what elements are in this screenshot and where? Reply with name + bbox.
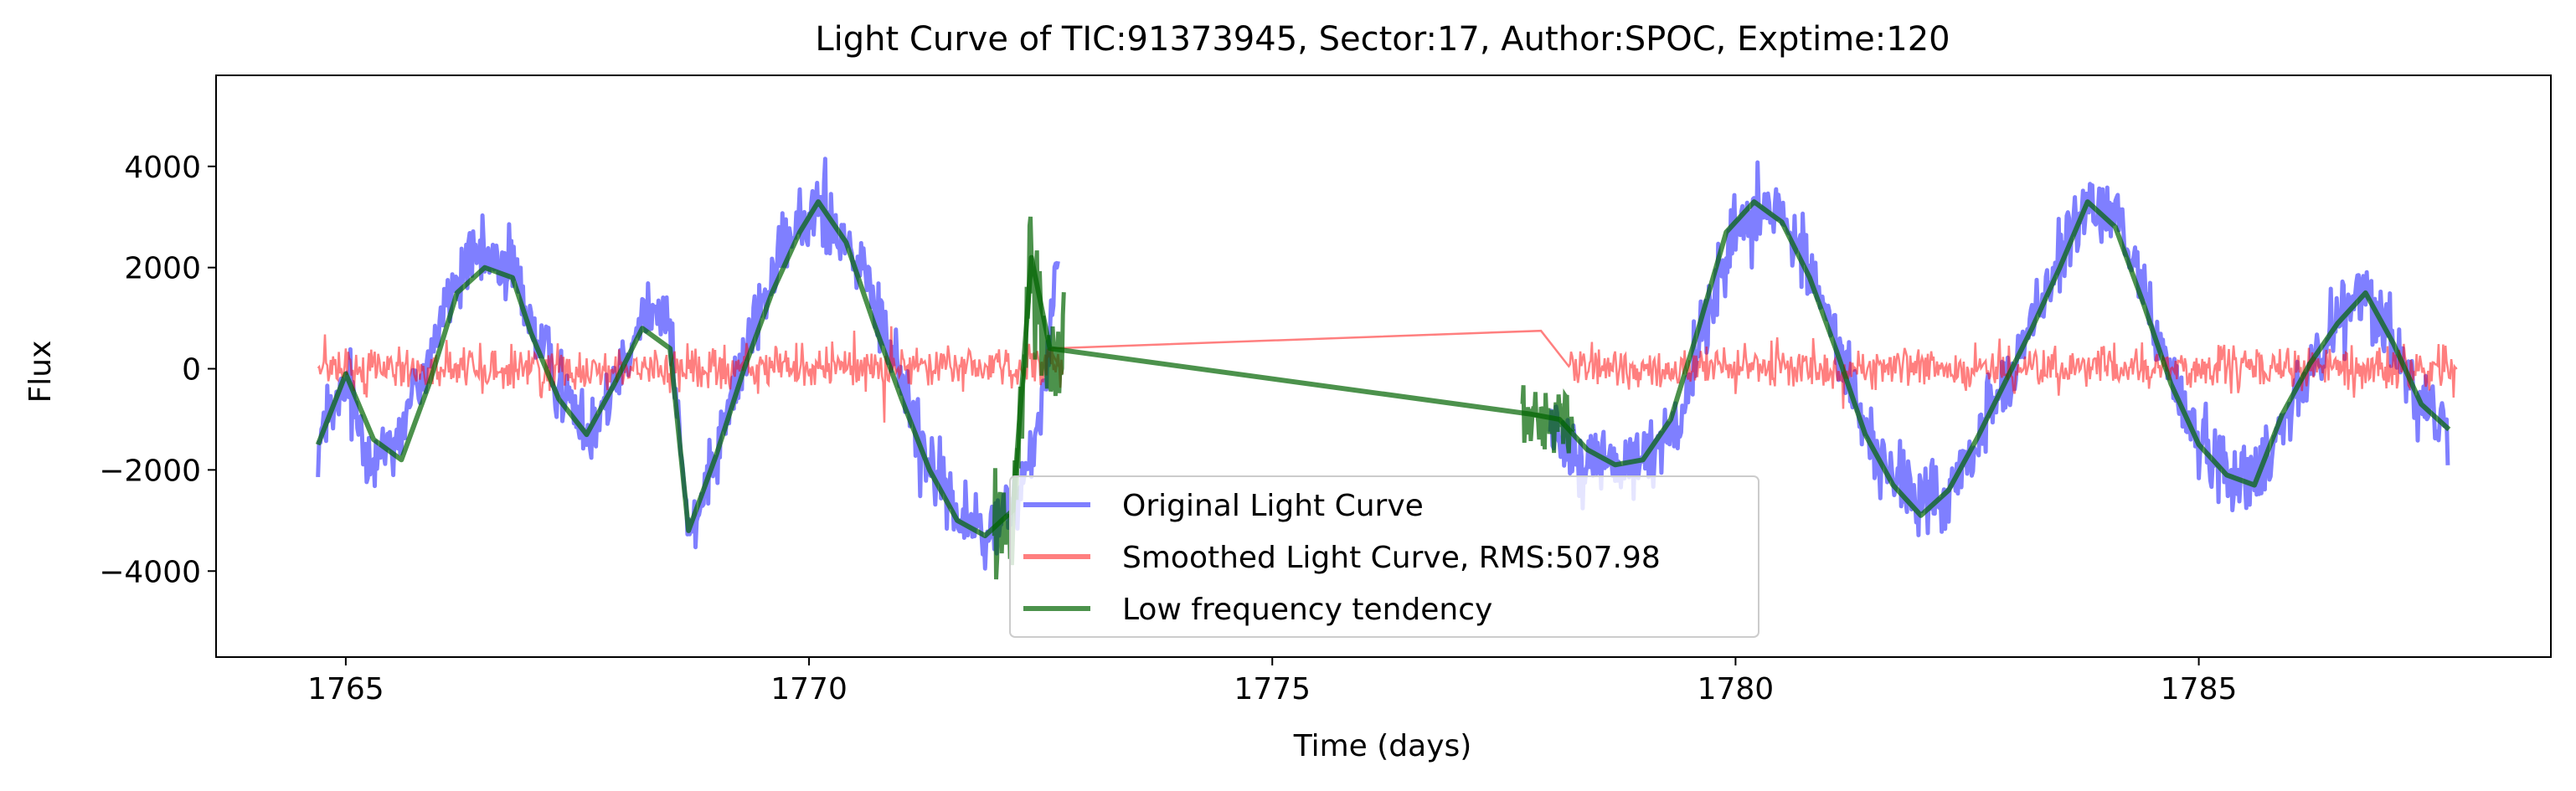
legend-label: Smoothed Light Curve, RMS:507.98 [1122, 541, 1661, 575]
legend-box [1009, 475, 1759, 638]
y-tick-label: 4000 [124, 151, 201, 185]
x-tick-label: 1765 [307, 672, 384, 706]
chart-legend: Original Light Curve Smoothed Light Curve… [1009, 475, 1759, 638]
y-tick-label: −2000 [99, 454, 201, 488]
series-smoothed-light-curve [317, 326, 2458, 423]
y-tick-label: 0 [182, 353, 201, 388]
low-frequency-burst-0 [992, 216, 1066, 580]
x-tick-label: 1780 [1698, 672, 1775, 706]
legend-label: Original Light Curve [1122, 489, 1424, 523]
x-tick-label: 1770 [770, 672, 848, 706]
low-frequency-burst-1 [1520, 385, 1576, 454]
x-axis-label: Time (days) [1293, 729, 1472, 763]
legend-label: Low frequency tendency [1122, 593, 1492, 627]
series-low-frequency-tendency [315, 199, 2451, 538]
x-tick-label: 1775 [1234, 672, 1311, 706]
plot-frame [215, 74, 2552, 658]
y-tick-label: −4000 [99, 555, 201, 589]
chart-title: Light Curve of TIC:91373945, Sector:17, … [815, 20, 1950, 59]
y-axis-label: Flux [23, 341, 58, 403]
x-tick-label: 1785 [2161, 672, 2238, 706]
y-tick-label: 2000 [124, 252, 201, 286]
